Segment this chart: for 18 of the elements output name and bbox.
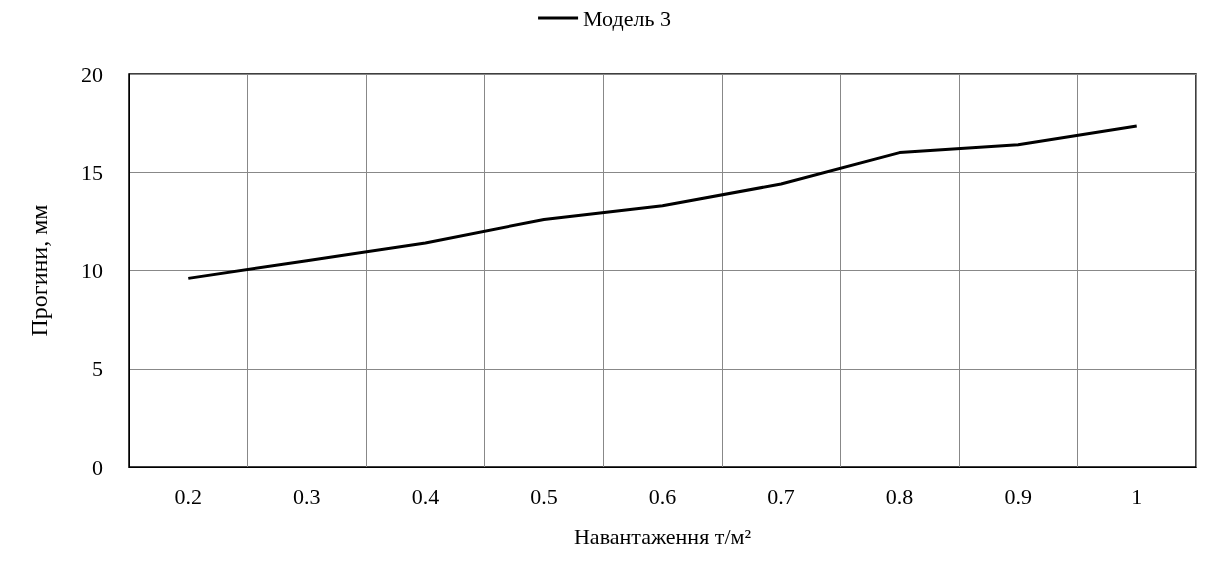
x-tick-label: 0.9: [1004, 483, 1032, 509]
x-tick-label: 0.5: [530, 483, 558, 509]
x-tick-label: 1: [1131, 483, 1143, 509]
y-tick-label: 10: [81, 258, 103, 283]
x-axis-title: Навантаження т/м²: [573, 523, 752, 549]
y-tick-label: 5: [92, 356, 103, 382]
y-tick-label: 15: [81, 159, 103, 185]
x-tick-label: 0.3: [293, 483, 321, 509]
x-tick-label: 0.4: [411, 483, 440, 509]
x-tick-label: 0.6: [648, 483, 677, 509]
y-tick-label: 0: [92, 454, 103, 480]
y-tick-label: 20: [81, 61, 103, 87]
x-tick-label: 0.7: [767, 483, 795, 509]
x-tick-label: 0.8: [885, 483, 914, 509]
y-axis-title: Прогини, мм: [26, 204, 52, 337]
x-tick-label: 0.2: [174, 483, 203, 509]
line-series: [186, 124, 1139, 280]
legend-label: Модель 3: [583, 5, 671, 31]
